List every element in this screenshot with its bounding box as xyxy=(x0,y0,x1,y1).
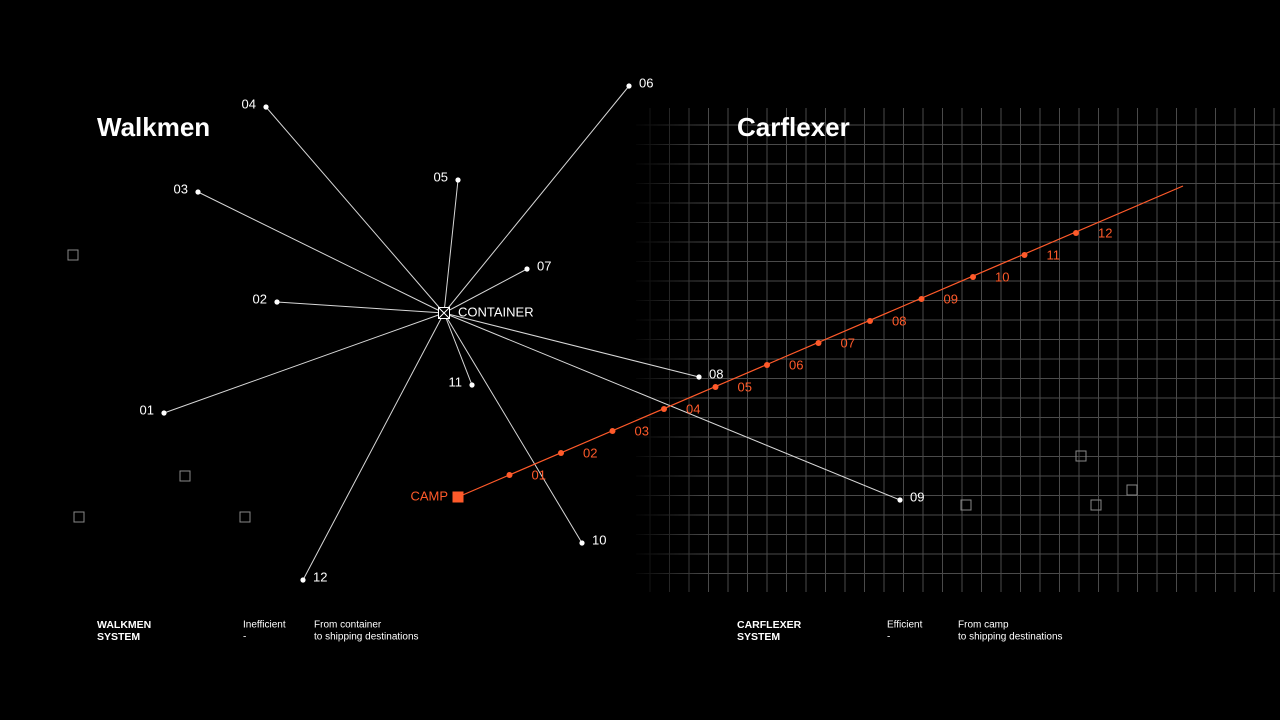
destination-label: 10 xyxy=(592,532,606,547)
destination-label: 12 xyxy=(313,569,327,584)
spoke xyxy=(163,312,445,414)
carflexer-title: Carflexer xyxy=(737,112,850,142)
stop-dot xyxy=(712,384,719,390)
destination-dot xyxy=(161,410,167,416)
spoke xyxy=(302,312,445,581)
marker-square xyxy=(239,511,251,523)
stop-label: 05 xyxy=(738,379,752,394)
walkmen-title: Walkmen xyxy=(97,112,210,142)
destination-label: 11 xyxy=(449,374,463,389)
hub-label: CONTAINER xyxy=(458,304,534,319)
stop-dot xyxy=(815,340,822,346)
marker-square xyxy=(73,511,85,523)
stop-label: 04 xyxy=(686,401,700,416)
stop-dot xyxy=(1073,230,1079,236)
destination-label: 05 xyxy=(434,169,448,184)
stop-dot xyxy=(867,318,873,324)
marker-square xyxy=(67,249,79,261)
marker-square xyxy=(1126,484,1138,496)
system-route: From container xyxy=(314,620,382,631)
system-name: SYSTEM xyxy=(97,631,140,643)
destination-dot xyxy=(524,266,530,272)
marker-square xyxy=(960,499,972,511)
destination-dot xyxy=(274,299,280,305)
hub-icon-cross xyxy=(438,307,450,319)
stop-dot xyxy=(506,472,513,478)
destination-dot xyxy=(263,104,269,110)
stop-dot xyxy=(661,406,667,412)
destination-label: 02 xyxy=(253,291,267,306)
marker-square xyxy=(179,470,191,482)
destination-dot xyxy=(469,382,475,388)
destination-label: 03 xyxy=(174,181,188,196)
destination-label: 01 xyxy=(140,402,154,417)
stop-dot xyxy=(764,362,770,368)
stop-label: 09 xyxy=(944,291,958,306)
spoke xyxy=(276,301,445,314)
stop-label: 08 xyxy=(892,313,906,328)
destination-dot xyxy=(626,83,632,89)
system-rating: Inefficient xyxy=(243,620,286,631)
stop-dot xyxy=(918,296,925,302)
grid xyxy=(636,108,1280,592)
stop-label: 10 xyxy=(995,269,1009,284)
stop-label: 11 xyxy=(1047,247,1061,262)
stop-dot xyxy=(558,450,564,456)
destination-label: 08 xyxy=(709,366,723,381)
camp-label: CAMP xyxy=(410,488,448,503)
camp-icon xyxy=(452,491,464,503)
spoke xyxy=(443,179,459,314)
destination-dot xyxy=(455,177,461,183)
system-name: SYSTEM xyxy=(737,631,780,643)
marker-square xyxy=(1075,450,1087,462)
spoke xyxy=(443,85,630,314)
destination-dot xyxy=(195,189,201,195)
marker-square xyxy=(1090,499,1102,511)
destination-label: 06 xyxy=(639,75,653,90)
spoke xyxy=(197,191,445,314)
stop-dot xyxy=(609,428,616,434)
system-rating: - xyxy=(887,632,890,643)
system-name: CARFLEXER xyxy=(737,619,802,631)
stop-label: 01 xyxy=(532,467,546,482)
spoke xyxy=(443,312,473,386)
system-name: WALKMEN xyxy=(97,619,151,631)
stop-label: 07 xyxy=(841,335,855,350)
spoke xyxy=(443,312,901,501)
destination-dot xyxy=(897,497,903,503)
destination-label: 09 xyxy=(910,489,924,504)
system-route: to shipping destinations xyxy=(314,632,419,643)
stop-label: 02 xyxy=(583,445,597,460)
destination-label: 04 xyxy=(242,96,256,111)
stop-dot xyxy=(970,274,976,280)
spoke xyxy=(443,312,700,378)
stop-dot xyxy=(1021,252,1028,258)
spoke xyxy=(443,268,528,314)
stop-label: 03 xyxy=(635,423,649,438)
destination-label: 07 xyxy=(537,258,551,273)
system-rating: Efficient xyxy=(887,620,923,631)
destination-dot xyxy=(579,540,585,546)
spoke xyxy=(265,106,445,314)
system-rating: - xyxy=(243,632,246,643)
stop-label: 12 xyxy=(1098,225,1112,240)
stop-label: 06 xyxy=(789,357,803,372)
system-route: From camp xyxy=(958,620,1009,631)
destination-dot xyxy=(696,374,702,380)
system-route: to shipping destinations xyxy=(958,632,1063,643)
spoke xyxy=(443,312,583,544)
destination-dot xyxy=(300,577,306,583)
